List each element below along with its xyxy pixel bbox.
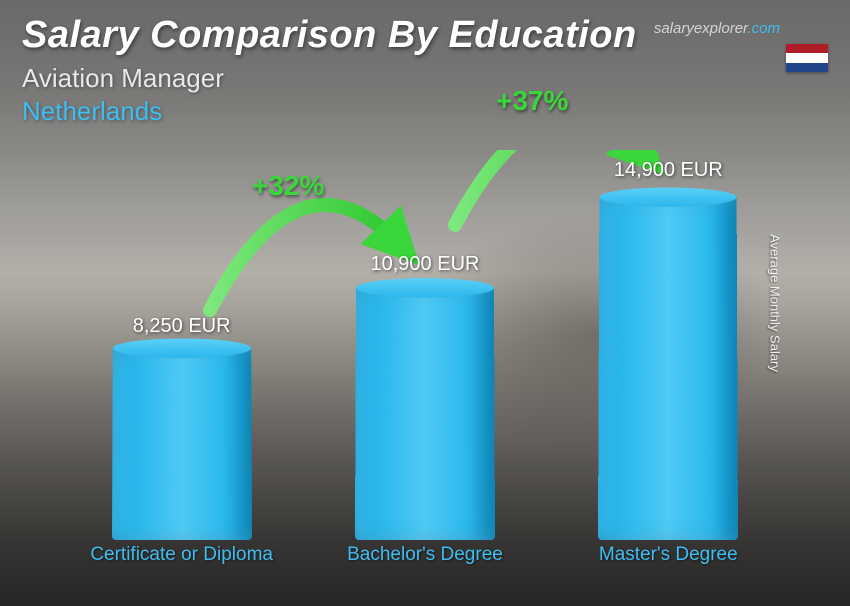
bar-1-body: [355, 288, 495, 540]
bars-container: 8,250 EUR 10,900 EUR 14,900 EUR: [60, 150, 790, 540]
flag-stripe-0: [786, 44, 828, 53]
watermark-brand: salaryexplorer: [654, 20, 748, 37]
bar-1-shape: [355, 288, 495, 540]
bar-2-cap: [600, 188, 737, 207]
bar-2: 14,900 EUR: [568, 159, 768, 540]
bar-0-value: 8,250 EUR: [133, 315, 231, 338]
bar-0: 8,250 EUR: [82, 315, 282, 540]
flag-icon: [786, 44, 828, 72]
watermark-suffix: .com: [747, 20, 780, 37]
bar-1-cap: [356, 278, 494, 297]
bar-2-label: Master's Degree: [568, 544, 768, 588]
bar-0-cap: [112, 339, 251, 359]
bar-0-shape: [112, 348, 252, 540]
delta-1: +37%: [496, 85, 568, 117]
salary-chart: +32% +37% 8,250 EUR 10,900 EUR 14,900 EU…: [60, 150, 790, 588]
bar-2-shape: [598, 197, 738, 540]
job-title: Aviation Manager: [22, 63, 828, 94]
bar-1-label: Bachelor's Degree: [325, 544, 525, 588]
watermark: salaryexplorer.com: [654, 20, 780, 37]
flag-stripe-1: [786, 53, 828, 62]
bar-2-value: 14,900 EUR: [614, 159, 723, 182]
bar-2-body: [598, 197, 738, 540]
bar-0-label: Certificate or Diploma: [82, 544, 282, 588]
bar-1-value: 10,900 EUR: [371, 253, 480, 276]
flag-stripe-2: [786, 63, 828, 72]
bar-1: 10,900 EUR: [325, 253, 525, 540]
country-name: Netherlands: [22, 96, 828, 127]
labels-row: Certificate or Diploma Bachelor's Degree…: [60, 544, 790, 588]
bar-0-body: [112, 348, 252, 540]
